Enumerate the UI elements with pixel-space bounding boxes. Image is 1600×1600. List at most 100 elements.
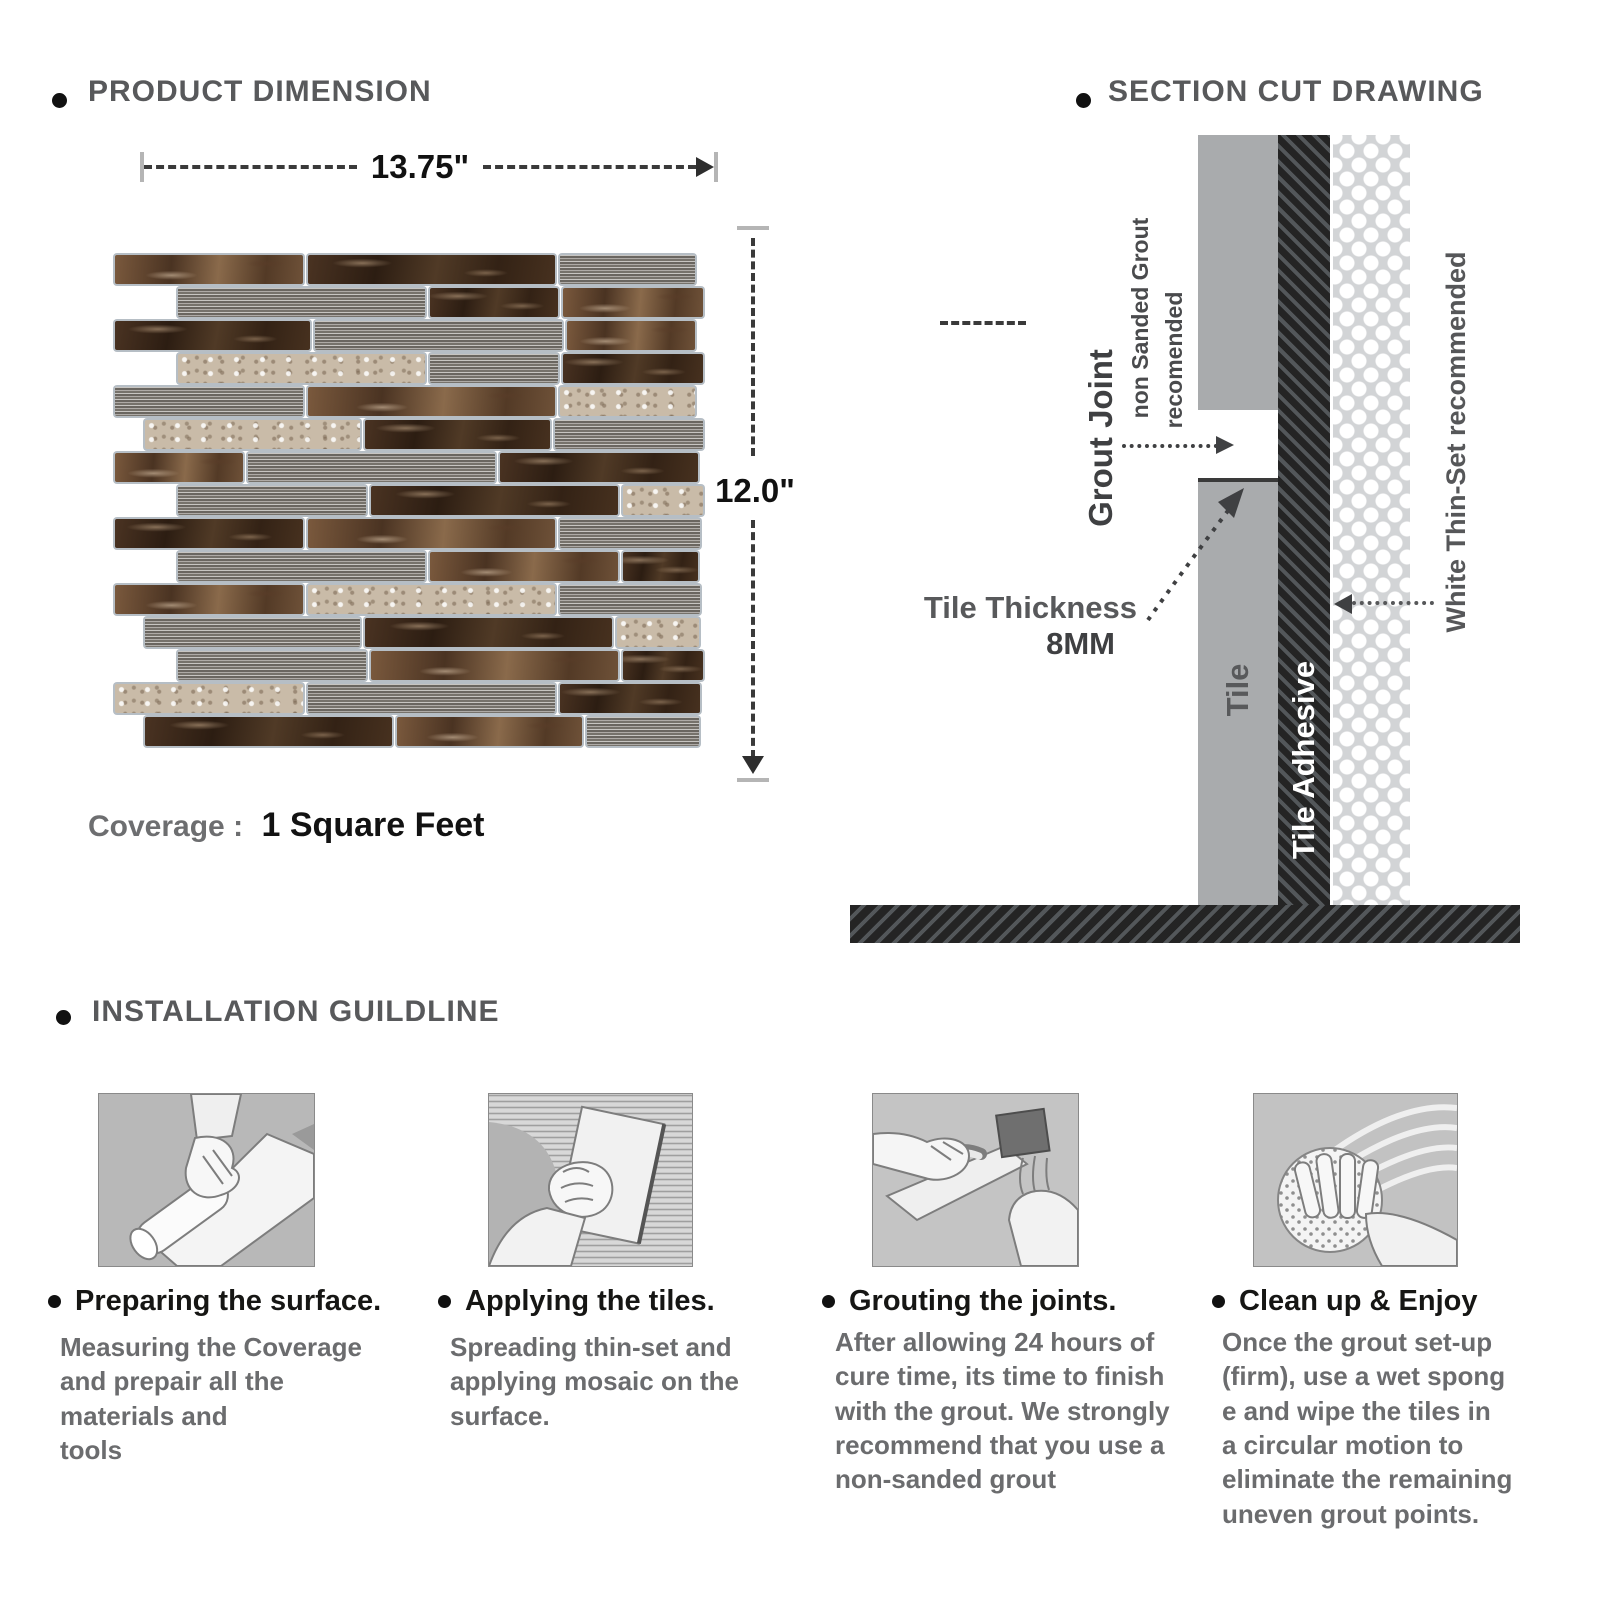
mosaic-row	[115, 651, 703, 680]
mosaic-strip-marble-b	[371, 651, 618, 680]
mosaic-tile-image	[115, 255, 703, 750]
mosaic-strip-glass	[308, 684, 555, 713]
installation-heading: INSTALLATION GUILDLINE	[92, 995, 500, 1028]
tile-adhesive-label: Tile Adhesive	[1286, 660, 1321, 860]
mosaic-strip-stone	[178, 354, 425, 383]
grout-joint-arrow-line	[1122, 444, 1218, 448]
mosaic-strip-glass	[248, 453, 495, 482]
dimension-tick	[714, 152, 719, 182]
step-body-4: Once the grout set-up (firm), use a wet …	[1222, 1327, 1513, 1529]
step-bullet-icon	[438, 1295, 451, 1308]
step-bullet-icon	[48, 1295, 61, 1308]
mosaic-row	[115, 519, 700, 548]
mosaic-strip-marble-b	[115, 255, 303, 284]
mosaic-strip-marble-a	[115, 519, 303, 548]
mosaic-strip-glass	[560, 519, 700, 548]
mosaic-strip-glass	[178, 486, 366, 515]
dimension-arrow-right-icon	[696, 157, 715, 177]
mosaic-row	[115, 453, 700, 482]
mosaic-strip-marble-a	[560, 684, 700, 713]
mosaic-strip-marble-b	[563, 288, 703, 317]
thin-set-arrow-icon	[1334, 594, 1352, 614]
step-body-2: Spreading thin-set and applying mosaic o…	[450, 1332, 739, 1431]
tile-thickness-value: 8MM	[1046, 626, 1115, 661]
mosaic-strip-marble-a	[623, 651, 703, 680]
product-dimension-heading: PRODUCT DIMENSION	[88, 75, 432, 108]
mosaic-strip-marble-a	[365, 420, 550, 449]
product-dimension-bullet	[52, 93, 67, 108]
dimension-tick	[737, 226, 769, 230]
grout-joint-label: Grout Joint	[1082, 349, 1119, 527]
mosaic-strip-marble-b	[308, 519, 555, 548]
mosaic-strip-glass	[560, 585, 700, 614]
mosaic-strip-marble-b	[397, 717, 582, 746]
grout-joint-arrow-icon	[1216, 436, 1234, 454]
step-image-1	[98, 1093, 315, 1267]
grout-note-line2: recomended	[1160, 291, 1187, 429]
height-dimension-line	[751, 238, 755, 456]
mosaic-strip-marble-b	[115, 585, 303, 614]
mosaic-strip-stone	[145, 420, 360, 449]
sponge-cleanup-illustration	[1254, 1094, 1457, 1266]
mosaic-strip-marble-a	[365, 618, 612, 647]
coverage-line: Coverage : 1 Square Feet	[88, 806, 485, 845]
dimension-tick	[140, 152, 144, 182]
step-bullet-icon	[822, 1295, 835, 1308]
mosaic-strip-marble-a	[430, 288, 558, 317]
mosaic-strip-glass	[430, 354, 558, 383]
mosaic-strip-marble-b	[430, 552, 618, 581]
height-dimension-label: 12.0"	[715, 472, 795, 509]
mosaic-row	[115, 585, 700, 614]
step-title-3: Grouting the joints.	[822, 1285, 1116, 1318]
mosaic-strip-marble-b	[567, 321, 695, 350]
step-image-4	[1253, 1093, 1458, 1267]
thin-set-label: White Thin-Set recommended	[1440, 251, 1471, 633]
tile-layer-lower	[1198, 478, 1278, 905]
grout-note-line1: non Sanded Grout	[1126, 217, 1153, 419]
tile-thickness-label: Tile Thickness	[923, 590, 1137, 625]
mosaic-strip-marble-b	[115, 453, 243, 482]
mosaic-row	[115, 486, 703, 515]
trowel-thinset-illustration	[489, 1094, 692, 1266]
mosaic-strip-glass	[178, 288, 425, 317]
mosaic-strip-marble-a	[563, 354, 703, 383]
mosaic-row	[115, 684, 700, 713]
thin-set-arrow-line	[1352, 601, 1434, 605]
thin-set-layer	[1333, 135, 1410, 905]
mosaic-strip-stone	[115, 684, 303, 713]
width-dimension-line: 13.75"	[140, 148, 719, 186]
mosaic-strip-marble-b	[308, 387, 555, 416]
step-title-2: Applying the tiles.	[438, 1285, 715, 1318]
mosaic-strip-marble-a	[371, 486, 618, 515]
mosaic-strip-marble-a	[500, 453, 698, 482]
mosaic-strip-marble-a	[308, 255, 555, 284]
floor-layer	[850, 905, 1520, 943]
tile-layer-upper	[1198, 135, 1278, 410]
mosaic-strip-glass	[178, 651, 366, 680]
mosaic-strip-marble-a	[115, 321, 310, 350]
mosaic-strip-marble-a	[145, 717, 392, 746]
mosaic-strip-glass	[560, 255, 695, 284]
section-cut-heading: SECTION CUT DRAWING	[1108, 75, 1484, 108]
mosaic-row	[115, 420, 703, 449]
step-title-1: Preparing the surface.	[48, 1285, 381, 1318]
underlayment-roll-illustration	[99, 1094, 314, 1266]
step-image-2	[488, 1093, 693, 1267]
mosaic-row	[115, 288, 703, 317]
mosaic-strip-glass	[587, 717, 699, 746]
mosaic-row	[115, 717, 700, 746]
mosaic-strip-stone	[623, 486, 703, 515]
installation-bullet	[56, 1010, 71, 1025]
mosaic-strip-glass	[178, 552, 425, 581]
section-cut-bullet	[1076, 93, 1091, 108]
mosaic-row	[115, 255, 700, 284]
mosaic-row	[115, 321, 700, 350]
mosaic-strip-glass	[115, 387, 303, 416]
tile-adhesive-layer	[1278, 135, 1330, 905]
mosaic-row	[115, 387, 700, 416]
mosaic-strip-stone	[308, 585, 555, 614]
mosaic-row	[115, 618, 700, 647]
tile-label: Tile	[1220, 663, 1255, 717]
dimension-arrow-down-icon	[742, 756, 764, 774]
step-title-4: Clean up & Enjoy	[1212, 1285, 1477, 1318]
